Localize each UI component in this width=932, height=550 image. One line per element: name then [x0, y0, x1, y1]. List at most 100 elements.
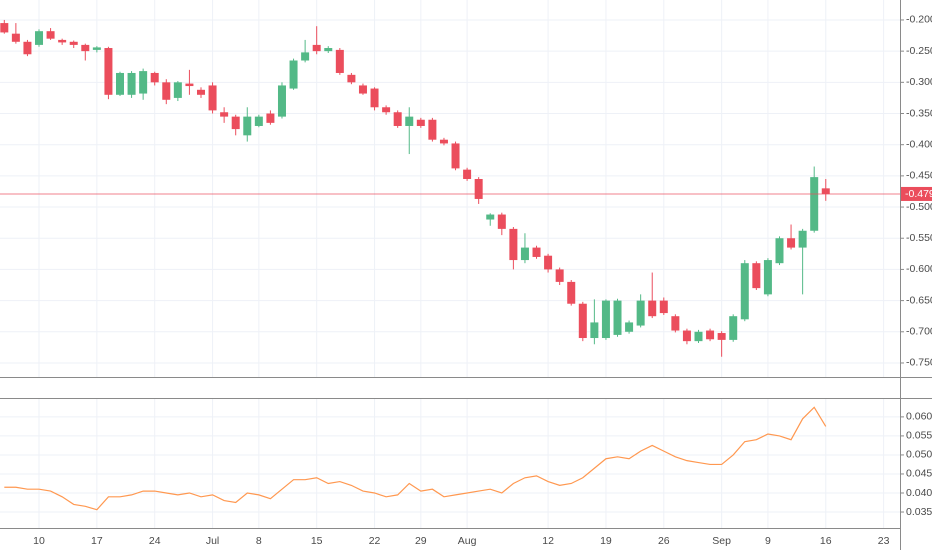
candle-body — [497, 214, 506, 229]
candle-body — [231, 116, 240, 130]
candle-body — [370, 88, 379, 108]
candle-body — [139, 71, 148, 94]
candle-body — [92, 47, 101, 50]
indicator-line — [4, 406, 827, 511]
y-tick-label: -0.550 — [906, 232, 932, 244]
labels: 10 17 24 Jul 8 15 22 29 Aug 12 19 26 Sep 9 16 23 -0.200 -… — [33, 14, 932, 547]
candle-body — [428, 119, 437, 140]
candle-body — [196, 89, 205, 95]
candle-body — [335, 49, 344, 73]
y-tick-label: -0.300 — [906, 76, 932, 88]
y-tick-label: -0.750 — [906, 357, 932, 369]
candle-body — [347, 74, 356, 83]
candle-body — [590, 322, 599, 339]
candle-body — [266, 113, 275, 123]
candle-body — [740, 263, 749, 320]
candle-body — [301, 52, 310, 61]
candle-body — [601, 300, 610, 339]
candle-body — [729, 316, 738, 340]
candle-body — [613, 300, 622, 335]
candle-body — [150, 72, 159, 83]
candle-body — [694, 331, 703, 342]
candle-body — [671, 316, 680, 331]
candle-body — [463, 169, 472, 179]
candle-body — [439, 139, 448, 144]
x-tick-label: 19 — [600, 535, 612, 547]
candle-body — [578, 303, 587, 339]
x-tick-label: Aug — [458, 535, 477, 547]
candle-body — [208, 85, 217, 111]
x-tick-label: 8 — [256, 535, 262, 547]
x-tick-label: 16 — [820, 535, 832, 547]
x-tick-label: Sep — [712, 535, 731, 547]
candle-body — [763, 260, 772, 295]
candle-body — [358, 85, 367, 94]
candle-body — [821, 188, 830, 194]
y-tick-label: -0.650 — [906, 294, 932, 306]
x-tick-label: 15 — [311, 535, 323, 547]
candle-body — [532, 247, 541, 257]
candle-body — [185, 83, 194, 87]
current-price-badge — [901, 186, 932, 201]
candle-body — [775, 238, 784, 264]
candle-body — [69, 41, 78, 45]
candle-body — [277, 85, 286, 117]
current-price-label: -0.479 — [905, 188, 932, 200]
y-tick-label: -0.200 — [906, 14, 932, 26]
y-tick-label: -0.700 — [906, 326, 932, 338]
candle-body — [254, 116, 263, 126]
y-tick-label: -0.400 — [906, 138, 932, 150]
candle-body — [81, 44, 90, 52]
candle-body — [787, 238, 796, 248]
candle-body — [486, 214, 495, 220]
candle-body — [659, 300, 668, 314]
y-tick-label: 0.035 — [906, 506, 932, 518]
candle-body — [220, 112, 229, 117]
candle-body — [382, 107, 391, 113]
y-tick-label: -0.450 — [906, 170, 932, 182]
candle-body — [162, 82, 171, 100]
candle-body — [173, 82, 182, 98]
candle-body — [544, 255, 553, 270]
candle-body — [23, 41, 32, 55]
candle-body — [405, 116, 414, 126]
y-tick-label: -0.600 — [906, 263, 932, 275]
candle-body — [0, 23, 9, 33]
candle-body — [46, 31, 55, 39]
candle-body — [752, 263, 761, 289]
candle-body — [555, 269, 564, 282]
candle-body — [474, 178, 483, 199]
candle-body — [416, 119, 425, 126]
y-tick-label: 0.050 — [906, 449, 932, 461]
candle-body — [11, 33, 20, 42]
y-tick-label: 0.060 — [906, 411, 932, 423]
candle-body — [810, 177, 819, 231]
candle-body — [393, 112, 402, 126]
candle-body — [625, 322, 634, 332]
y-tick-label: -0.500 — [906, 201, 932, 213]
candle-body — [312, 44, 321, 52]
y-tick-label: -0.250 — [906, 45, 932, 57]
x-tick-label: 23 — [878, 535, 890, 547]
x-tick-label: Jul — [206, 535, 219, 547]
candle-body — [116, 72, 124, 95]
candle-body — [509, 228, 518, 261]
x-tick-label: 22 — [369, 535, 381, 547]
candle-body — [682, 330, 691, 342]
x-tick-label: 24 — [149, 535, 161, 547]
candle-body — [324, 48, 333, 52]
candle-body — [717, 333, 726, 340]
candle-body — [567, 281, 576, 304]
y-tick-label: -0.350 — [906, 107, 932, 119]
candle-body — [243, 116, 252, 136]
x-tick-label: 26 — [658, 535, 670, 547]
x-tick-label: 17 — [91, 535, 103, 547]
candle-body — [648, 300, 657, 317]
x-tick-label: 12 — [542, 535, 554, 547]
marks — [0, 19, 900, 511]
y-tick-label: 0.055 — [906, 430, 932, 442]
grid — [0, 0, 900, 528]
